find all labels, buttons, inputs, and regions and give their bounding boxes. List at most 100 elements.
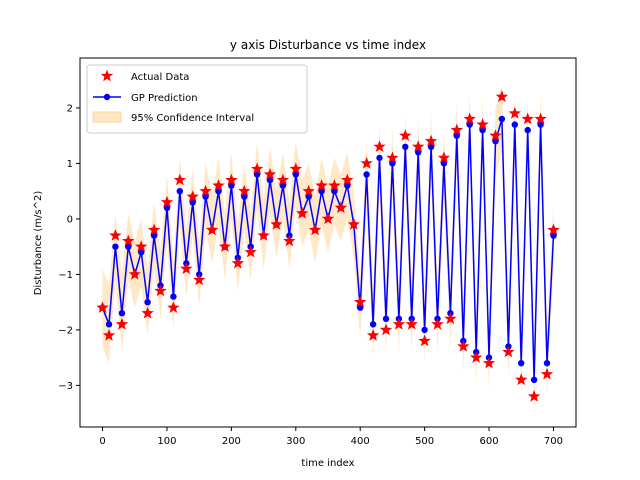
- confidence-band: [102, 85, 554, 414]
- y-tick-label: −2: [58, 325, 73, 336]
- actual-data-point: [521, 112, 534, 125]
- actual-data-point: [534, 112, 547, 125]
- y-tick-label: −1: [58, 270, 73, 281]
- actual-data-point: [173, 173, 186, 186]
- legend-star-shape: [100, 69, 114, 82]
- actual-data-point: [154, 284, 167, 297]
- actual-data-point: [334, 201, 348, 214]
- actual-data-point: [180, 262, 193, 275]
- actual-data-point: [128, 267, 141, 280]
- legend-patch-icon: [92, 111, 122, 123]
- actual-data-point: [540, 367, 554, 380]
- gp-prediction-point: [279, 182, 287, 189]
- actual-data-point: [424, 134, 438, 147]
- actual-data-point: [405, 317, 418, 330]
- gp-prediction-point: [402, 143, 409, 150]
- gp-prediction-point: [421, 326, 428, 334]
- actual-data-point: [321, 212, 335, 225]
- x-tick-label: 500: [415, 436, 434, 447]
- gp-prediction-point: [125, 243, 132, 250]
- actual-data-point: [270, 218, 283, 230]
- actual-data-point: [392, 317, 405, 330]
- gp-prediction-point: [266, 176, 274, 184]
- gp-prediction-point: [530, 376, 538, 383]
- actual-data-point: [199, 184, 212, 197]
- actual-data-point: [308, 223, 322, 236]
- actual-data-point: [109, 229, 122, 241]
- actual-data-point: [386, 151, 399, 164]
- actual-data-point: [489, 129, 502, 141]
- gp-prediction-point: [543, 360, 551, 367]
- x-tick-label: 200: [222, 436, 241, 447]
- actual-data-point: [244, 245, 257, 258]
- actual-data-point: [450, 123, 463, 136]
- y-tick-label: −3: [58, 381, 73, 392]
- legend-star-icon: [100, 69, 114, 82]
- actual-data-point: [495, 90, 509, 103]
- actual-data-point: [193, 273, 206, 286]
- actual-data-point: [482, 356, 496, 369]
- x-axis-ticks: 0 100 200 300 400 500 600 700: [99, 427, 563, 447]
- gp-prediction-point: [511, 121, 518, 128]
- gp-prediction-point: [524, 126, 531, 134]
- actual-data-point: [515, 373, 528, 386]
- actual-data-point: [302, 184, 315, 197]
- gp-prediction-point: [415, 149, 422, 156]
- actual-data-point: [160, 195, 174, 208]
- actual-data-layer: [96, 90, 560, 402]
- gp-prediction-point: [550, 232, 557, 239]
- gp-prediction-point: [144, 299, 151, 306]
- actual-data-point: [141, 306, 154, 319]
- actual-data-point: [328, 179, 341, 191]
- x-tick-label: 100: [157, 436, 176, 447]
- actual-data-point: [418, 334, 431, 347]
- gp-prediction-point: [176, 188, 183, 195]
- actual-data-point: [431, 317, 444, 330]
- plot-area-frame: [79, 57, 577, 428]
- gp-prediction-point: [498, 115, 506, 123]
- gp-prediction-point: [427, 143, 435, 150]
- actual-data-point: [102, 328, 116, 341]
- confidence-band-layer: [102, 85, 554, 414]
- actual-data-point: [296, 206, 309, 219]
- actual-data-point: [347, 218, 360, 230]
- gp-prediction-point: [537, 121, 544, 128]
- actual-data-point: [379, 323, 393, 336]
- legend-box: [86, 64, 308, 134]
- actual-data-point: [238, 184, 251, 197]
- actual-data-point: [115, 317, 129, 330]
- legend-label-gp-prediction: GP Prediction: [131, 93, 198, 104]
- gp-prediction-point: [112, 243, 119, 250]
- gp-prediction-point: [228, 182, 235, 189]
- actual-data-point: [373, 140, 386, 152]
- y-axis-label: Disturbance (m/s^2): [33, 191, 44, 296]
- gp-prediction-point: [376, 154, 383, 162]
- gp-prediction-point: [118, 310, 126, 317]
- actual-data-point: [205, 223, 219, 236]
- actual-data-point: [547, 223, 560, 236]
- gp-prediction-point: [382, 315, 390, 322]
- gp-prediction-point: [492, 138, 499, 145]
- legend-label-confidence-interval: 95% Confidence Interval: [131, 113, 254, 124]
- gp-prediction-point: [479, 126, 486, 134]
- gp-prediction-point: [453, 132, 460, 139]
- actual-data-point: [212, 179, 225, 191]
- actual-data-point: [399, 129, 412, 141]
- gp-prediction-point: [518, 360, 525, 367]
- actual-data-point: [444, 312, 457, 325]
- actual-data-point: [186, 190, 199, 202]
- actual-data-point: [463, 112, 476, 125]
- gp-prediction-point: [150, 232, 158, 239]
- gp-prediction-point: [202, 193, 209, 200]
- actual-data-point: [315, 179, 328, 191]
- legend-line-circle-icon: [93, 93, 121, 101]
- gp-prediction-point: [357, 304, 364, 311]
- x-tick-label: 0: [99, 436, 105, 447]
- gp-prediction-point: [170, 293, 177, 300]
- actual-data-point: [263, 168, 277, 180]
- y-axis-ticks: −3 −2 −1 0 1 2: [58, 103, 80, 392]
- actual-data-point: [470, 351, 483, 363]
- gp-prediction-point: [138, 249, 145, 256]
- x-tick-label: 600: [479, 436, 498, 447]
